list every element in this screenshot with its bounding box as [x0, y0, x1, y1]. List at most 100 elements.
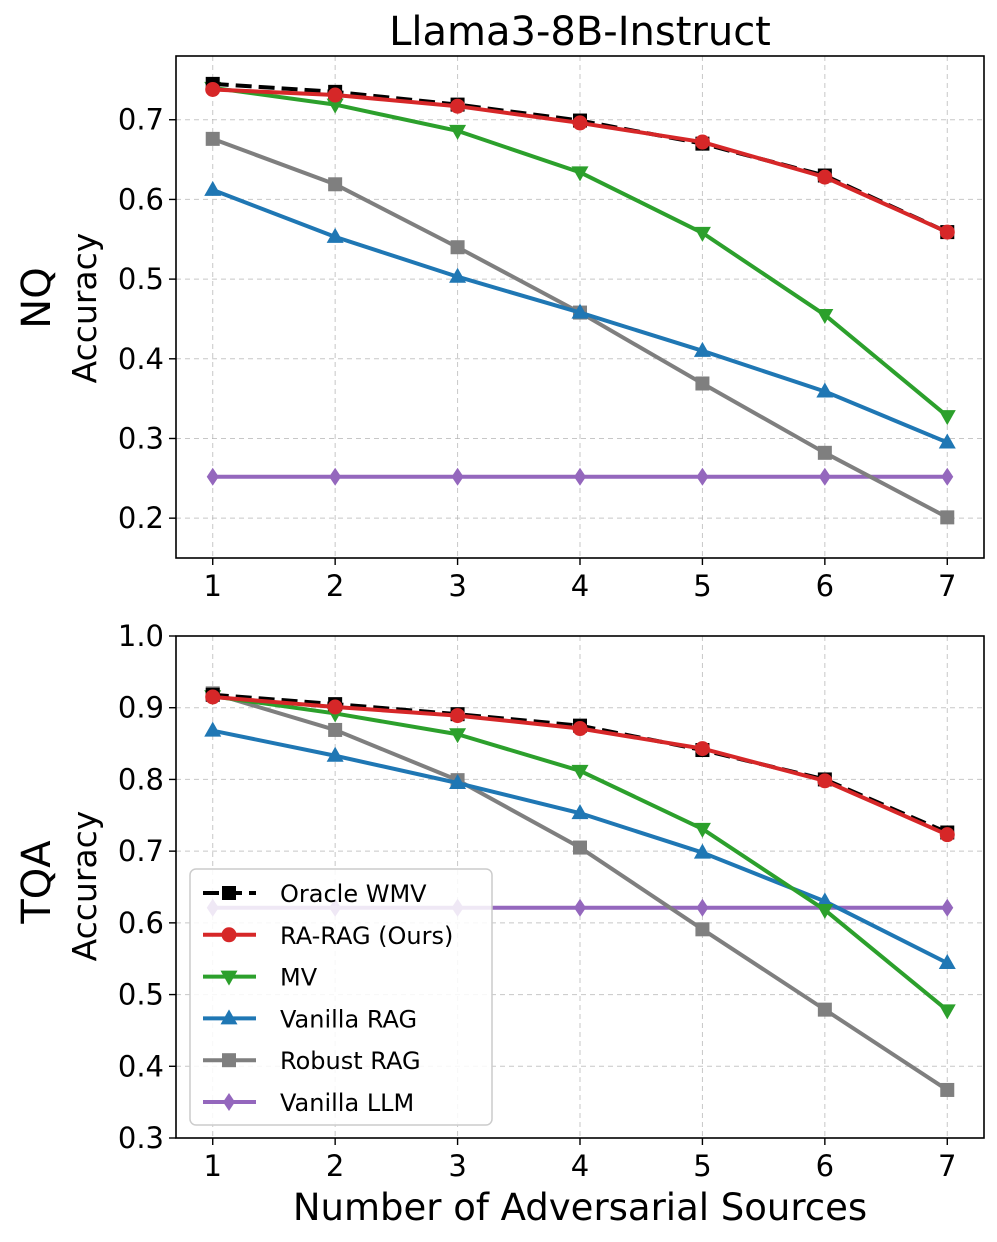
tqa-point-ra-rag-ours — [205, 689, 221, 705]
tqa-point-mv — [693, 822, 711, 838]
tqa-x-tick-label: 1 — [204, 1149, 222, 1183]
nq-x-tick-label: 6 — [816, 569, 834, 603]
legend-label: Vanilla LLM — [280, 1089, 414, 1117]
tqa-point-ra-rag-ours — [572, 721, 588, 737]
nq-point-ra-rag-ours — [205, 81, 221, 97]
figure-title: Llama3-8B-Instruct — [389, 9, 771, 55]
tqa-point-vanilla-llm — [574, 898, 586, 917]
tqa-x-tick-label: 4 — [571, 1149, 589, 1183]
nq-y-tick-label: 0.3 — [118, 421, 164, 455]
tqa-row-label: TQA — [14, 840, 60, 925]
tqa-y-axis-label: Accuracy — [65, 811, 104, 962]
nq-point-vanilla-rag — [938, 433, 956, 449]
nq-point-ra-rag-ours — [939, 224, 955, 240]
nq-x-tick-label: 4 — [571, 569, 589, 603]
nq-x-tick-label: 7 — [938, 569, 956, 603]
nq-point-ra-rag-ours — [572, 115, 588, 131]
tqa-x-tick-label: 5 — [693, 1149, 711, 1183]
nq-point-ra-rag-ours — [327, 87, 343, 103]
legend-entry-ra-rag-ours: RA-RAG (Ours) — [203, 922, 453, 950]
tqa-point-ra-rag-ours — [327, 699, 343, 715]
legend-marker — [220, 1009, 238, 1025]
nq-y-tick-label: 0.2 — [118, 501, 164, 535]
legend-entry-mv: MV — [203, 964, 318, 992]
tqa-point-vanilla-rag — [204, 721, 222, 737]
tqa-series-vanilla-rag — [204, 721, 956, 970]
nq-y-axis-label: Accuracy — [65, 233, 104, 384]
nq-point-ra-rag-ours — [450, 98, 466, 114]
tqa-point-vanilla-rag — [449, 774, 467, 790]
legend-entry-vanilla-llm: Vanilla LLM — [203, 1089, 414, 1117]
tqa-point-vanilla-llm — [941, 898, 954, 917]
tqa-point-ra-rag-ours — [817, 773, 833, 789]
nq-point-ra-rag-ours — [694, 134, 710, 150]
nq-row-label: NQ — [14, 267, 60, 328]
tqa-point-robust-rag — [940, 1082, 955, 1097]
nq-x-tick-label: 2 — [326, 569, 344, 603]
tqa-y-tick-label: 0.6 — [118, 906, 164, 940]
nq-point-robust-rag — [940, 510, 955, 525]
tqa-series-ra-rag-ours — [205, 689, 955, 843]
tqa-y-tick-label: 0.7 — [118, 834, 164, 868]
legend-label: Vanilla RAG — [280, 1005, 417, 1033]
nq-point-vanilla-llm — [206, 467, 219, 486]
legend-label: MV — [280, 964, 318, 992]
legend-entry-oracle-wmv: Oracle WMV — [203, 880, 427, 908]
nq-point-vanilla-llm — [451, 467, 464, 486]
nq-point-robust-rag — [817, 445, 832, 460]
tqa-point-robust-rag — [573, 840, 587, 855]
nq-series-mv — [204, 81, 956, 426]
legend-entry-robust-rag: Robust RAG — [203, 1047, 421, 1075]
nq-point-vanilla-rag — [449, 267, 467, 283]
tqa-point-mv — [449, 728, 467, 744]
nq-x-tick-label: 3 — [448, 569, 466, 603]
legend-box — [189, 868, 493, 1126]
nq-point-vanilla-llm — [818, 467, 831, 486]
nq-point-mv — [571, 166, 589, 182]
tqa-point-mv — [571, 764, 589, 780]
tqa-x-tick-label: 2 — [326, 1149, 344, 1183]
nq-point-mv — [693, 226, 711, 242]
tqa-y-tick-label: 0.4 — [118, 1049, 164, 1083]
nq-x-tick-label: 1 — [204, 569, 222, 603]
nq-point-mv — [326, 98, 344, 114]
tqa-point-vanilla-rag — [816, 892, 834, 908]
tqa-point-ra-rag-ours — [694, 741, 710, 757]
nq-y-tick-label: 0.6 — [118, 182, 164, 216]
legend-marker — [222, 886, 236, 900]
tqa-point-mv — [938, 1004, 956, 1020]
legend-label: RA-RAG (Ours) — [280, 922, 453, 950]
nq-panel: NQ Accuracy 1 2 3 4 5 6 7 0.2 0.3 0.4 0.5 0.6 0.7 — [14, 55, 985, 603]
tqa-point-vanilla-rag — [571, 804, 589, 820]
tqa-point-vanilla-rag — [938, 954, 956, 970]
tqa-point-robust-rag — [695, 922, 710, 937]
tqa-point-vanilla-rag — [326, 746, 344, 762]
tqa-y-tick-label: 0.8 — [118, 762, 164, 796]
nq-point-vanilla-rag — [571, 303, 589, 319]
tqa-y-tick-label: 1.0 — [118, 619, 164, 653]
nq-x-tick-label: 5 — [693, 569, 711, 603]
tqa-point-ra-rag-ours — [939, 827, 955, 843]
nq-series-vanilla-llm — [206, 467, 954, 486]
legend-marker — [222, 1053, 236, 1068]
nq-point-mv — [449, 124, 467, 140]
nq-point-robust-rag — [205, 131, 220, 146]
tqa-panel: TQA Accuracy 1 2 3 4 5 6 7 0.3 0.4 0.5 0.6 0.7 0.8 0.… — [14, 619, 985, 1183]
legend-marker — [220, 970, 238, 986]
tqa-y-tick-label: 0.5 — [118, 978, 164, 1012]
nq-point-ra-rag-ours — [817, 169, 833, 185]
tqa-y-tick-label: 0.9 — [118, 691, 164, 725]
nq-y-tick-label: 0.7 — [118, 103, 164, 137]
nq-point-mv — [938, 410, 956, 426]
nq-point-mv — [816, 308, 834, 324]
tqa-point-vanilla-rag — [693, 843, 711, 859]
tqa-y-tick-label: 0.3 — [118, 1121, 164, 1155]
nq-point-vanilla-rag — [816, 382, 834, 398]
nq-point-vanilla-llm — [574, 467, 586, 486]
tqa-point-vanilla-llm — [696, 898, 709, 917]
nq-point-vanilla-llm — [696, 467, 709, 486]
nq-point-vanilla-llm — [941, 467, 954, 486]
tqa-x-tick-label: 6 — [816, 1149, 834, 1183]
nq-point-robust-rag — [695, 376, 710, 391]
